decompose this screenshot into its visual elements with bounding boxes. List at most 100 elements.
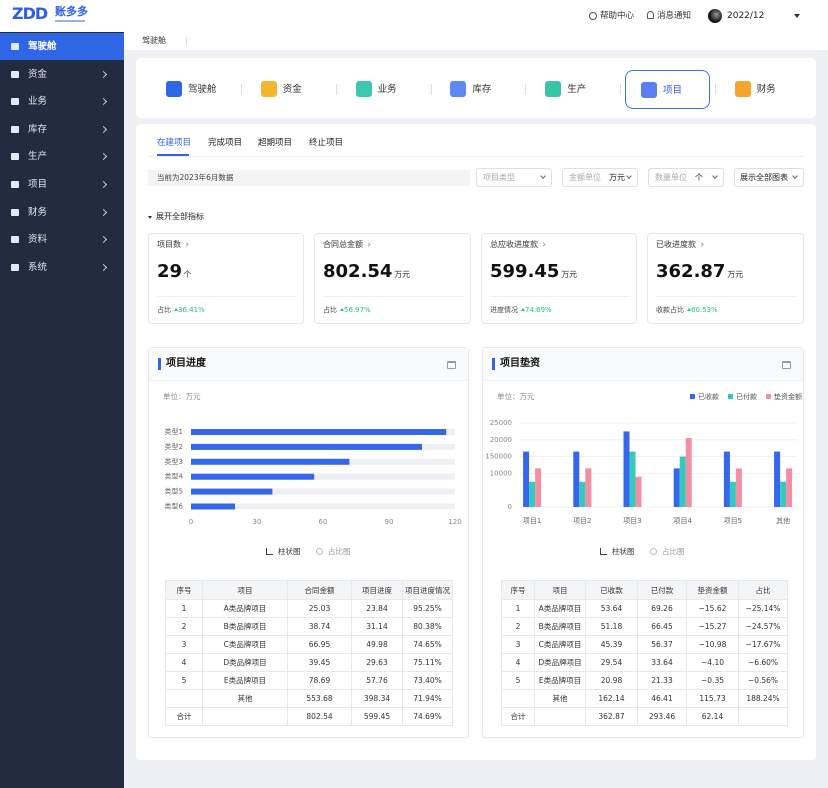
module[interactable]: 财务 (720, 70, 805, 109)
kpi-label: 总应收进度款 (490, 240, 538, 249)
module-icon (734, 81, 751, 97)
table-cell: 398.34 (351, 689, 403, 708)
avatar (708, 9, 722, 23)
table-cell: 73.40% (402, 671, 453, 690)
nav-item[interactable]: 业务 (0, 88, 124, 115)
select[interactable]: 数量单位个 (648, 168, 724, 187)
module[interactable]: 库存 (435, 70, 520, 109)
expand[interactable]: 展开全部指标 (156, 212, 204, 221)
module-sep (335, 84, 337, 95)
chevron (99, 70, 108, 78)
module[interactable]: 业务 (341, 70, 426, 109)
nav-item[interactable]: 财务 (0, 199, 124, 226)
nav-item[interactable]: 库存 (0, 116, 124, 143)
table-cell: −0.56% (738, 671, 788, 690)
subtab[interactable]: 完成项目 (208, 138, 243, 148)
table-cell: −0.35 (686, 671, 739, 690)
module-icon (166, 81, 182, 97)
panel-head (149, 348, 468, 381)
table-cell: 31.14 (351, 617, 403, 636)
nav-item[interactable]: 生产 (0, 143, 124, 170)
kpi-up (687, 308, 691, 311)
kpi-note: 占比 (157, 306, 171, 314)
select[interactable]: 项目类型 (476, 168, 552, 187)
module-label: 财务 (756, 84, 776, 95)
table-cell: 4 (501, 653, 535, 672)
table-cell: 74.69% (402, 707, 453, 726)
nav-icon (11, 208, 19, 216)
table-cell: 53.64 (585, 599, 638, 618)
calendar-icon (447, 361, 456, 369)
table-cell: −24.57% (738, 617, 788, 636)
table-header: 序号 (501, 580, 535, 600)
bell-icon (647, 11, 654, 19)
table-cell: 29.54 (585, 653, 638, 672)
nav-item[interactable]: 系统 (0, 254, 124, 281)
panel: 项目垫资 单位：万元 (482, 347, 804, 738)
table-cell: 362.87 (585, 707, 638, 726)
notice[interactable]: 消息通知 (657, 11, 692, 21)
tab-row (124, 32, 828, 50)
nav-icon (11, 153, 19, 161)
table-cell: −4.10 (686, 653, 739, 672)
table-cell: 71.94% (402, 689, 453, 708)
table-cell: 2 (165, 617, 203, 636)
module-sep (430, 84, 432, 95)
kpi-unit: 万元 (561, 270, 578, 279)
table-cell: 1 (501, 599, 535, 618)
logo-text: 账多多 (55, 6, 88, 18)
subtab[interactable]: 在建项目 (157, 138, 192, 148)
select[interactable]: 展示全部图表 (734, 168, 804, 187)
module[interactable]: 项目 (625, 70, 710, 109)
period[interactable]: 2022/12 (727, 11, 765, 21)
chevron (99, 125, 108, 133)
select-value: 万元 (609, 173, 625, 182)
table-cell (202, 707, 288, 726)
title-bar (492, 358, 495, 370)
table-cell: −17.67% (738, 635, 788, 654)
kpi-card: 总应收进度款 599.45 万元 进度情况 74.69% (481, 233, 637, 324)
chevron (541, 242, 546, 247)
table-cell: D类品牌项目 (202, 653, 288, 672)
view-option[interactable]: 柱状图 (278, 547, 301, 556)
panel-title: 项目进度 (166, 358, 206, 369)
nav-item[interactable]: 驾驶舱 (0, 33, 124, 60)
kpi-label: 项目数 (157, 240, 181, 249)
module-sep (525, 84, 527, 95)
table-cell: E类品牌项目 (202, 671, 288, 690)
table-cell: C类品牌项目 (202, 635, 288, 654)
kpi-unit: 万元 (394, 270, 411, 279)
panel-title: 项目垫资 (500, 358, 540, 369)
table-cell: 25.03 (287, 599, 352, 618)
table-cell: 4 (165, 653, 203, 672)
subtab[interactable]: 超期项目 (258, 138, 293, 148)
table-cell: 其他 (534, 689, 586, 708)
nav-item[interactable]: 项目 (0, 171, 124, 198)
table-cell: −25.14% (738, 599, 788, 618)
page-tab[interactable]: 驾驶舱 (142, 36, 166, 45)
help[interactable]: 帮助中心 (600, 11, 635, 21)
module[interactable]: 生产 (530, 70, 615, 109)
data-note-box: 当前为2023年6月数据 (148, 170, 470, 186)
nav-item[interactable]: 资金 (0, 61, 124, 88)
nav-item[interactable]: 资料 (0, 226, 124, 253)
chevron (626, 173, 632, 179)
data-note: 当前为2023年6月数据 (157, 173, 234, 182)
module[interactable]: 驾驶舱 (151, 70, 236, 109)
select[interactable]: 金额单位 万元 (562, 168, 638, 187)
table-wrap: 序号 项目 合同金额 项目进度 项目进度情况 1 A类品牌项目 25.03 23.84 95.25… (165, 580, 453, 726)
expand-caret (148, 216, 152, 219)
module-icon (641, 82, 657, 98)
kpi-value: 362.87 (656, 261, 726, 282)
subtab[interactable]: 终止项目 (309, 138, 344, 148)
view-option[interactable]: 占比图 (328, 547, 351, 556)
table-cell: 599.45 (351, 707, 403, 726)
table-cell: C类品牌项目 (534, 635, 586, 654)
view-option[interactable]: 占比图 (662, 547, 685, 556)
view-option[interactable]: 柱状图 (612, 547, 635, 556)
module[interactable]: 资金 (246, 70, 331, 109)
table-cell: 3 (501, 635, 535, 654)
table-cell: 553.68 (287, 689, 352, 708)
sidebar (0, 32, 124, 788)
